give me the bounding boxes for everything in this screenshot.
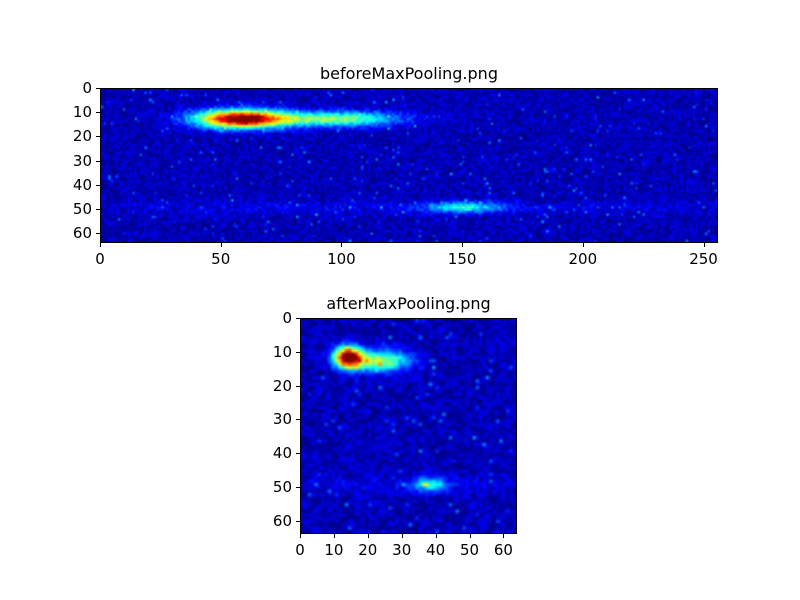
y-tick-mark (96, 88, 100, 89)
x-tick-mark (100, 243, 101, 247)
heatmap-image (301, 319, 516, 533)
y-tick-mark (296, 385, 300, 387)
y-tick-label: 40 (72, 175, 92, 194)
x-tick-mark (582, 243, 584, 247)
x-tick-label: 60 (493, 541, 513, 559)
x-tick-label: 150 (447, 250, 477, 268)
x-tick-label: 0 (95, 250, 105, 268)
y-tick-label: 60 (272, 511, 292, 530)
y-tick-label: 30 (72, 151, 92, 170)
y-tick-mark (96, 184, 100, 186)
x-tick-mark (469, 534, 471, 538)
y-tick-mark (296, 318, 300, 319)
y-tick-label: 60 (72, 224, 92, 243)
y-tick-label: 20 (272, 376, 292, 395)
y-tick-mark (296, 520, 300, 522)
y-tick-mark (296, 351, 300, 353)
y-tick-mark (96, 209, 100, 211)
y-tick-label: 10 (272, 342, 292, 361)
x-tick-label: 50 (211, 250, 231, 268)
y-tick-label: 40 (272, 444, 292, 462)
x-tick-label: 40 (426, 541, 446, 559)
heatmap-image (101, 89, 717, 242)
axes-frame (100, 88, 718, 243)
x-tick-mark (220, 243, 222, 247)
y-tick-label: 0 (82, 79, 92, 97)
x-tick-mark (333, 534, 335, 538)
y-tick-mark (96, 160, 100, 162)
x-tick-label: 100 (327, 250, 356, 268)
y-tick-label: 30 (272, 410, 292, 429)
y-tick-label: 20 (72, 127, 92, 146)
y-tick-mark (296, 486, 300, 488)
y-tick-mark (296, 453, 300, 454)
y-tick-label: 10 (72, 103, 92, 122)
plot-title: afterMaxPooling.png (326, 294, 491, 313)
x-tick-label: 20 (358, 541, 378, 559)
x-tick-mark (435, 534, 437, 538)
y-tick-mark (96, 233, 100, 235)
x-tick-label: 30 (392, 541, 412, 559)
y-tick-mark (296, 419, 300, 421)
x-tick-mark (341, 243, 343, 247)
x-tick-mark (367, 534, 369, 538)
x-tick-mark (401, 534, 403, 538)
y-tick-label: 50 (72, 200, 92, 219)
x-tick-label: 250 (689, 250, 718, 268)
x-tick-mark (703, 243, 705, 247)
x-tick-label: 0 (295, 541, 305, 559)
x-tick-label: 50 (459, 541, 480, 559)
y-tick-label: 50 (272, 477, 292, 496)
y-tick-mark (96, 136, 100, 138)
plot-title: beforeMaxPooling.png (320, 64, 498, 83)
x-tick-mark (300, 534, 301, 538)
y-tick-mark (96, 112, 100, 114)
x-tick-label: 200 (568, 250, 598, 268)
axes-frame (300, 318, 517, 534)
x-tick-mark (462, 243, 464, 247)
x-tick-mark (503, 534, 505, 538)
x-tick-label: 10 (324, 541, 344, 559)
y-tick-label: 0 (282, 309, 292, 327)
